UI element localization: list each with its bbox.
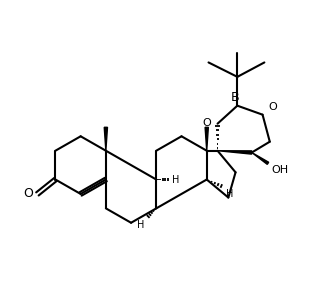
Polygon shape <box>205 127 208 151</box>
Text: H: H <box>226 189 233 199</box>
Text: H: H <box>172 174 179 185</box>
Text: O: O <box>202 118 211 128</box>
Polygon shape <box>217 151 252 154</box>
Text: B: B <box>231 91 240 104</box>
Polygon shape <box>104 127 108 151</box>
Polygon shape <box>252 152 269 164</box>
Text: O: O <box>268 102 277 112</box>
Text: H: H <box>137 220 145 230</box>
Text: O: O <box>23 187 33 200</box>
Text: OH: OH <box>272 165 289 175</box>
